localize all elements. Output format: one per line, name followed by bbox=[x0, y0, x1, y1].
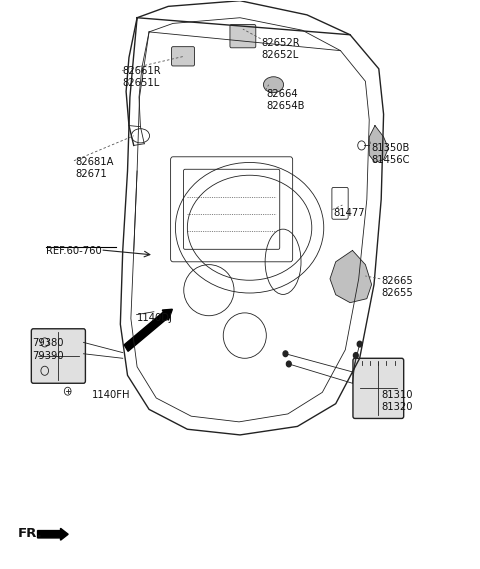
Text: 81310
81320: 81310 81320 bbox=[381, 390, 413, 412]
Circle shape bbox=[357, 341, 362, 347]
Text: 79380
79390: 79380 79390 bbox=[32, 339, 63, 361]
Text: FR.: FR. bbox=[17, 527, 42, 541]
Text: REF.60-760: REF.60-760 bbox=[46, 246, 102, 256]
Text: 82681A
82671: 82681A 82671 bbox=[75, 157, 113, 179]
Text: 1140FH: 1140FH bbox=[92, 390, 130, 399]
Polygon shape bbox=[330, 250, 372, 303]
FancyBboxPatch shape bbox=[353, 358, 404, 418]
Circle shape bbox=[353, 353, 358, 358]
Text: 81477: 81477 bbox=[333, 208, 365, 218]
Polygon shape bbox=[369, 126, 388, 163]
Text: 82664
82654B: 82664 82654B bbox=[266, 89, 305, 111]
FancyArrow shape bbox=[37, 528, 68, 540]
Circle shape bbox=[283, 351, 288, 357]
FancyArrow shape bbox=[124, 309, 172, 351]
Text: 82652R
82652L: 82652R 82652L bbox=[262, 38, 300, 60]
Text: 82665
82655: 82665 82655 bbox=[381, 276, 413, 298]
Text: 81350B
81456C: 81350B 81456C bbox=[372, 143, 410, 165]
Text: 82661R
82651L: 82661R 82651L bbox=[123, 66, 161, 88]
Text: 1140DJ: 1140DJ bbox=[137, 313, 173, 323]
FancyBboxPatch shape bbox=[230, 24, 256, 48]
FancyBboxPatch shape bbox=[31, 329, 85, 384]
FancyBboxPatch shape bbox=[171, 47, 194, 66]
Ellipse shape bbox=[264, 77, 284, 93]
Circle shape bbox=[287, 361, 291, 367]
